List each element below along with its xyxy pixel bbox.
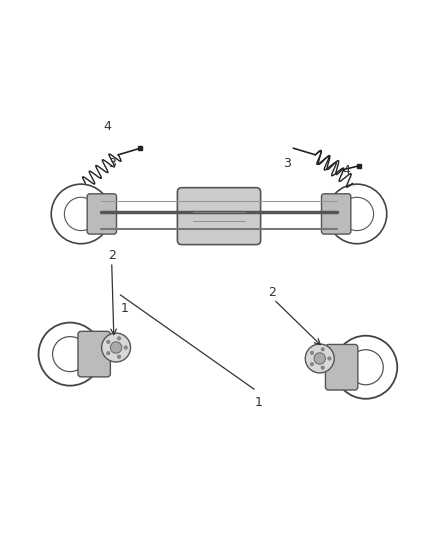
Circle shape (321, 366, 325, 369)
Text: 3: 3 (108, 157, 116, 170)
Circle shape (106, 340, 110, 344)
FancyBboxPatch shape (325, 344, 358, 390)
FancyBboxPatch shape (321, 194, 351, 234)
Text: 3: 3 (283, 157, 291, 170)
Text: 4: 4 (342, 164, 350, 176)
FancyBboxPatch shape (78, 332, 110, 377)
Circle shape (106, 351, 110, 355)
Circle shape (314, 353, 325, 364)
Text: 2: 2 (268, 286, 276, 300)
Circle shape (110, 342, 122, 353)
FancyBboxPatch shape (87, 194, 117, 234)
Text: 1: 1 (121, 302, 129, 314)
Circle shape (328, 357, 331, 360)
Circle shape (102, 333, 131, 362)
FancyBboxPatch shape (177, 188, 261, 245)
Circle shape (124, 346, 127, 349)
Circle shape (321, 348, 325, 351)
Circle shape (117, 337, 121, 340)
Text: 2: 2 (108, 249, 116, 262)
Circle shape (305, 344, 334, 373)
Text: 1: 1 (254, 396, 262, 409)
Text: 4: 4 (103, 120, 111, 133)
Circle shape (117, 355, 121, 359)
Circle shape (310, 351, 314, 354)
Circle shape (310, 362, 314, 366)
